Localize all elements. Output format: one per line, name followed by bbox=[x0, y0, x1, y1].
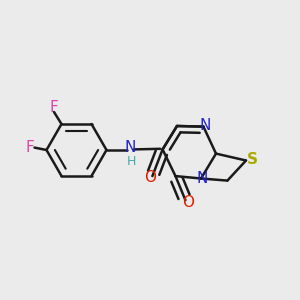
Text: S: S bbox=[247, 152, 257, 166]
Text: F: F bbox=[49, 100, 58, 115]
Text: N: N bbox=[199, 118, 211, 133]
Text: O: O bbox=[182, 195, 194, 210]
Text: N: N bbox=[125, 140, 136, 155]
Text: H: H bbox=[126, 155, 136, 168]
Text: N: N bbox=[197, 171, 208, 186]
Text: O: O bbox=[144, 170, 156, 185]
Text: F: F bbox=[26, 140, 34, 154]
